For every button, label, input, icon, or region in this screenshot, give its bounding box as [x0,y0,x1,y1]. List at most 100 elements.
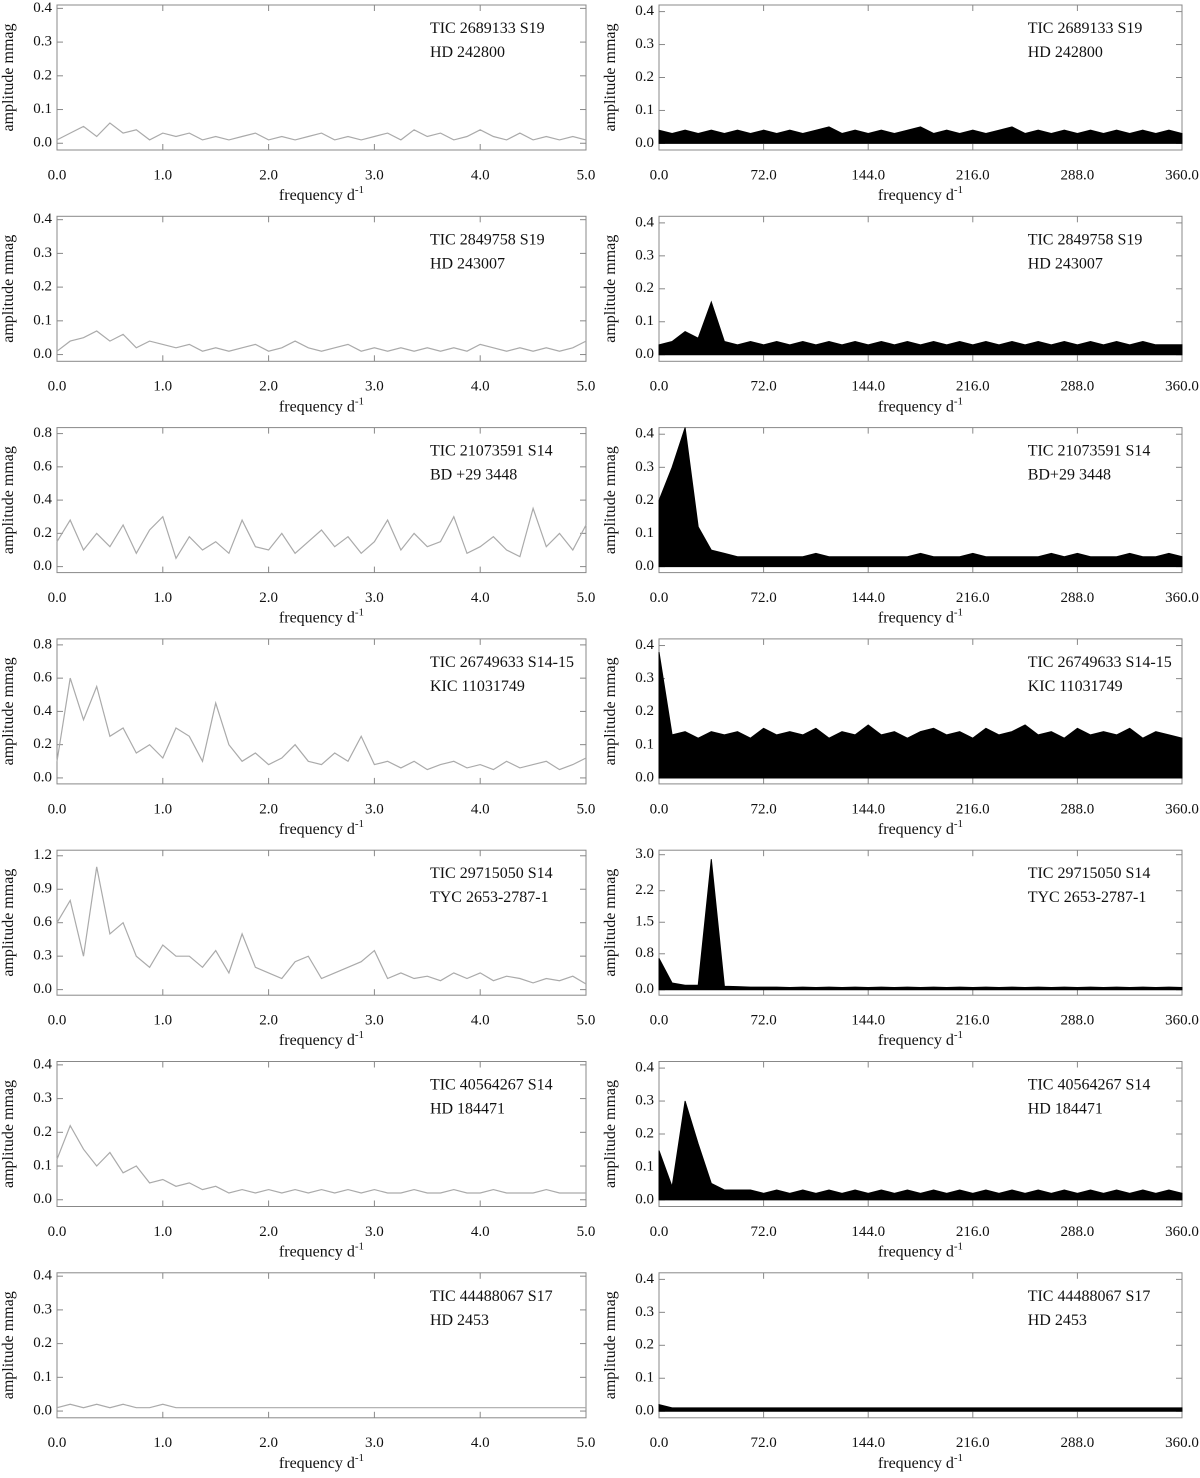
x-axis-label-text: frequency d [279,1455,355,1472]
x-tick-label: 0.0 [650,379,669,395]
x-tick-label: 5.0 [577,590,596,606]
y-tick-label: 0.0 [635,1403,654,1419]
x-tick-label: 72.0 [750,590,776,606]
y-axis-label: amplitude mmag [0,1291,17,1399]
annotation: HD 243007 [430,255,505,272]
x-tick-label: 216.0 [956,590,990,606]
x-axis-label-text: frequency d [878,1244,954,1261]
x-tick-label: 5.0 [577,1013,596,1029]
panel: 0.0 72.0 144.0 216.0 288.0 360.0 0.0 0.1 0.2 0.3 0… [602,214,1199,415]
x-axis-label-text: frequency d [878,610,954,627]
spectrum-area [658,300,1183,356]
y-tick-label: 0.0 [33,558,52,574]
y-tick-label: 0.4 [635,426,654,442]
x-tick-label: 360.0 [1165,167,1199,183]
x-tick-label: 144.0 [851,1013,885,1029]
x-tick-label: 0.0 [48,590,67,606]
panel: 0.0 72.0 144.0 216.0 288.0 360.0 0.0 0.1 0.2 0.3 0… [602,637,1199,838]
y-tick-label: 0.4 [33,211,52,227]
x-tick-label: 4.0 [471,801,490,817]
x-tick-label: 1.0 [153,379,172,395]
x-axis-label-text: frequency d [279,187,355,204]
y-tick-label: 0.2 [33,1124,52,1140]
y-tick-label: 0.1 [33,1369,52,1385]
x-tick-label: 4.0 [471,379,490,395]
x-axis-label-text: frequency d [279,1244,355,1261]
x-axis-label: frequency d-1 [279,395,364,415]
x-axis-label-text: frequency d [279,1032,355,1049]
y-tick-label: 0.1 [635,736,654,752]
panel: 0.0 1.0 2.0 3.0 4.0 5.0 0.0 0.2 0.4 0.6 0.8 frequen… [0,636,595,838]
x-tick-label: 144.0 [851,801,885,817]
y-tick-label: 0.4 [635,637,654,653]
y-tick-label: 0.0 [635,1191,654,1207]
x-axis-label-superscript: -1 [355,1452,364,1464]
y-tick-label: 0.1 [635,1158,654,1174]
x-axis-label: frequency d-1 [279,1452,364,1472]
annotation: TYC 2653-2787-1 [1028,889,1147,906]
x-tick-label: 0.0 [48,801,67,817]
x-axis-label-superscript: -1 [355,1029,364,1041]
x-tick-label: 360.0 [1165,590,1199,606]
annotation: TIC 44488067 S17 [430,1288,553,1305]
y-tick-label: 0.4 [635,3,654,19]
x-tick-label: 5.0 [577,1435,596,1451]
panel: 0.0 1.0 2.0 3.0 4.0 5.0 0.0 0.3 0.6 0.9 1.2 frequen… [0,847,595,1049]
y-tick-label: 0.2 [33,525,52,541]
x-axis-label: frequency d-1 [279,607,364,627]
spectrum-line [56,677,587,771]
annotation: HD 184471 [430,1101,505,1118]
x-tick-label: 0.0 [48,167,67,183]
x-axis-label-superscript: -1 [954,1241,963,1253]
annotation: TIC 40564267 S14 [430,1077,553,1094]
spectrum-line [56,1403,586,1409]
panel: 0.0 72.0 144.0 216.0 288.0 360.0 0.0 0.1 0.2 0.3 0… [602,1060,1199,1261]
annotation: TIC 44488067 S17 [1028,1288,1151,1305]
y-axis-label: amplitude mmag [0,24,17,132]
x-tick-label: 3.0 [365,1013,384,1029]
x-tick-label: 1.0 [153,167,172,183]
x-tick-label: 288.0 [1061,1435,1095,1451]
annotation: TIC 2689133 S19 [1028,20,1143,37]
annotation: KIC 11031749 [430,678,525,695]
x-tick-label: 4.0 [471,1013,490,1029]
spectrum-area [658,427,1183,568]
y-tick-label: 0.3 [635,1092,654,1108]
y-tick-label: 0.1 [635,525,654,541]
x-axis-label-superscript: -1 [954,607,963,619]
plot-frame [56,1061,587,1207]
x-tick-label: 2.0 [259,1224,278,1240]
y-axis-label: amplitude mmag [0,869,17,977]
panel: 0.0 72.0 144.0 216.0 288.0 360.0 0.0 0.8 1.5 2.2 3… [602,846,1199,1049]
x-tick-label: 360.0 [1165,801,1199,817]
y-tick-label: 0.1 [635,102,654,118]
y-tick-label: 0.0 [33,769,52,785]
spectrum-line [56,866,587,985]
x-axis-label-superscript: -1 [355,184,364,196]
spectrum-area [658,859,1183,991]
y-tick-label: 0.0 [635,346,654,362]
annotation: HD 243007 [1028,255,1103,272]
y-tick-label: 0.3 [33,948,52,964]
annotation: TIC 2689133 S19 [430,20,545,37]
x-tick-label: 1.0 [153,801,172,817]
x-tick-label: 288.0 [1061,167,1095,183]
x-tick-label: 0.0 [48,1435,67,1451]
y-tick-label: 1.5 [635,914,654,930]
y-axis-label: amplitude mmag [602,1291,619,1399]
x-axis-label-superscript: -1 [355,395,364,407]
x-tick-label: 4.0 [471,590,490,606]
x-axis-label-superscript: -1 [355,1241,364,1253]
x-tick-label: 144.0 [851,590,885,606]
x-tick-label: 3.0 [365,1224,384,1240]
x-axis-label: frequency d-1 [878,1241,963,1261]
x-tick-label: 360.0 [1165,1435,1199,1451]
y-tick-label: 0.6 [33,670,52,686]
annotation: TIC 40564267 S14 [1028,1077,1151,1094]
spectrum-line [56,330,587,352]
x-tick-label: 360.0 [1165,1224,1199,1240]
annotation: BD +29 3448 [430,467,517,484]
y-tick-label: 0.2 [635,69,654,85]
y-tick-label: 0.0 [635,135,654,151]
y-tick-label: 0.2 [635,703,654,719]
